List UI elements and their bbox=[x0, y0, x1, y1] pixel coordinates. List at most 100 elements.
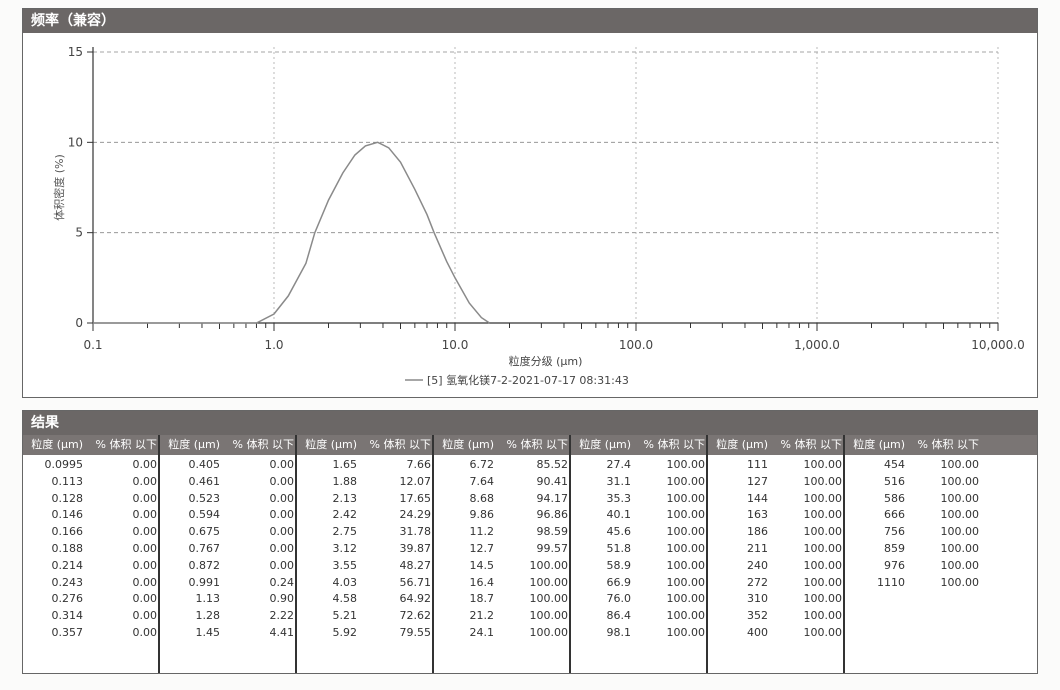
table-row: 58.9 100.00 bbox=[571, 558, 706, 575]
header-percent-under: % 体积 以下 bbox=[506, 438, 568, 451]
percent-under-cell: 100.00 bbox=[803, 525, 843, 539]
table-row: 98.1 100.00 bbox=[571, 625, 706, 642]
result-column-group: 粒度 (μm) % 体积 以下 27.4 100.00 31.1 100.00 35.3 10… bbox=[571, 435, 708, 673]
table-row: 0.0995 0.00 bbox=[23, 457, 158, 474]
header-percent-under: % 体积 以下 bbox=[643, 438, 705, 451]
percent-under-cell: 0.00 bbox=[132, 508, 158, 522]
size-cell: 0.357 bbox=[51, 625, 84, 639]
table-row: 5.21 72.62 bbox=[297, 608, 432, 625]
table-row: 24.1 100.00 bbox=[434, 625, 569, 642]
percent-under-cell: 0.00 bbox=[132, 491, 158, 505]
percent-under-cell: 100.00 bbox=[940, 491, 980, 505]
header-size: 粒度 (μm) bbox=[31, 438, 83, 451]
table-row: 0.146 0.00 bbox=[23, 507, 158, 524]
table-row: 5.92 79.55 bbox=[297, 625, 432, 642]
percent-under-cell: 100.00 bbox=[940, 458, 980, 471]
size-cell: 666 bbox=[884, 508, 905, 522]
percent-under-cell: 0.00 bbox=[269, 558, 295, 572]
x-tick-label: 0.1 bbox=[83, 338, 102, 352]
size-cell: 1.45 bbox=[195, 625, 221, 639]
size-cell: 0.0995 bbox=[44, 458, 84, 471]
header-size: 粒度 (μm) bbox=[716, 438, 768, 451]
size-cell: 58.9 bbox=[606, 558, 632, 572]
percent-under-cell: 85.52 bbox=[536, 458, 569, 471]
percent-under-cell: 100.00 bbox=[803, 592, 843, 606]
frequency-chart-panel: 频率（兼容） 0 5 10 15 0.1 1.0 10.0 100.0 1,000.0 10,00… bbox=[22, 8, 1038, 398]
table-row: 111 100.00 bbox=[708, 457, 843, 474]
table-row: 516 100.00 bbox=[845, 474, 1037, 491]
percent-under-cell: 90.41 bbox=[536, 474, 569, 488]
percent-under-cell: 100.00 bbox=[529, 558, 569, 572]
size-cell: 976 bbox=[884, 558, 905, 572]
percent-under-cell: 100.00 bbox=[529, 575, 569, 589]
percent-under-cell: 0.00 bbox=[132, 458, 158, 471]
size-cell: 240 bbox=[747, 558, 768, 572]
size-cell: 24.1 bbox=[469, 625, 495, 639]
size-cell: 4.03 bbox=[332, 575, 358, 589]
table-row: 352 100.00 bbox=[708, 608, 843, 625]
results-panel: 结果 粒度 (μm)% 体积 以下 0.0995 0.00 0.113 0.00 0.12… bbox=[22, 410, 1038, 674]
column-header-row: 粒度 (μm) % 体积 以下 bbox=[845, 435, 1037, 455]
size-cell: 0.276 bbox=[51, 592, 84, 606]
size-cell: 0.594 bbox=[188, 508, 221, 522]
size-cell: 0.991 bbox=[188, 575, 221, 589]
percent-under-cell: 100.00 bbox=[666, 458, 706, 471]
table-row: 0.113 0.00 bbox=[23, 474, 158, 491]
percent-under-cell: 100.00 bbox=[666, 575, 706, 589]
table-row: 0.523 0.00 bbox=[160, 491, 295, 508]
size-cell: 400 bbox=[747, 625, 768, 639]
table-row: 0.276 0.00 bbox=[23, 591, 158, 608]
result-column-group: 粒度 (μm) % 体积 以下 6.72 85.52 7.64 90.41 8.68 94.1… bbox=[434, 435, 571, 673]
size-cell: 2.42 bbox=[332, 508, 358, 522]
percent-under-cell: 100.00 bbox=[666, 609, 706, 623]
table-row: 586 100.00 bbox=[845, 491, 1037, 508]
percent-under-cell: 56.71 bbox=[399, 575, 432, 589]
y-tick-label: 0 bbox=[75, 316, 83, 330]
size-cell: 0.767 bbox=[188, 541, 221, 555]
table-row: 1.13 0.90 bbox=[160, 591, 295, 608]
table-row: 976 100.00 bbox=[845, 558, 1037, 575]
column-header-row: 粒度 (μm) % 体积 以下 bbox=[434, 435, 569, 455]
size-cell: 11.2 bbox=[469, 525, 495, 539]
percent-under-cell: 7.66 bbox=[406, 458, 432, 471]
percent-under-cell: 100.00 bbox=[803, 558, 843, 572]
size-cell: 163 bbox=[747, 508, 768, 522]
size-cell: 27.4 bbox=[606, 458, 632, 471]
table-row: 859 100.00 bbox=[845, 541, 1037, 558]
size-cell: 127 bbox=[747, 474, 768, 488]
size-cell: 1110 bbox=[877, 575, 905, 589]
table-row: 127 100.00 bbox=[708, 474, 843, 491]
percent-under-cell: 100.00 bbox=[666, 592, 706, 606]
table-row: 1.45 4.41 bbox=[160, 625, 295, 642]
table-row: 9.86 96.86 bbox=[434, 507, 569, 524]
size-cell: 2.13 bbox=[332, 491, 358, 505]
column-header-row: 粒度 (μm) % 体积 以下 bbox=[708, 435, 843, 455]
size-cell: 0.188 bbox=[51, 541, 84, 555]
size-cell: 0.314 bbox=[51, 609, 84, 623]
table-row: 756 100.00 bbox=[845, 524, 1037, 541]
table-row: 163 100.00 bbox=[708, 507, 843, 524]
table-row: 14.5 100.00 bbox=[434, 558, 569, 575]
percent-under-cell: 0.00 bbox=[269, 541, 295, 555]
percent-under-cell: 4.41 bbox=[269, 625, 295, 639]
size-cell: 51.8 bbox=[606, 541, 632, 555]
header-size: 粒度 (μm) bbox=[853, 438, 905, 451]
size-cell: 40.1 bbox=[606, 508, 632, 522]
percent-under-cell: 100.00 bbox=[803, 575, 843, 589]
table-row: 4.58 64.92 bbox=[297, 591, 432, 608]
percent-under-cell: 100.00 bbox=[803, 541, 843, 555]
size-cell: 454 bbox=[884, 458, 905, 471]
legend-label: [5] 氢氧化镁7-2-2021-07-17 08:31:43 bbox=[427, 373, 629, 387]
percent-under-cell: 100.00 bbox=[940, 525, 980, 539]
percent-under-cell: 0.00 bbox=[132, 474, 158, 488]
y-tick-label: 15 bbox=[68, 45, 83, 59]
size-cell: 98.1 bbox=[606, 625, 632, 639]
table-row: 0.405 0.00 bbox=[160, 457, 295, 474]
header-size: 粒度 (μm) bbox=[579, 438, 631, 451]
table-row: 4.03 56.71 bbox=[297, 575, 432, 592]
x-axis-label: 粒度分级 (μm) bbox=[509, 354, 583, 368]
size-cell: 111 bbox=[747, 458, 768, 471]
percent-under-cell: 48.27 bbox=[399, 558, 432, 572]
size-cell: 16.4 bbox=[469, 575, 495, 589]
percent-under-cell: 39.87 bbox=[399, 541, 432, 555]
